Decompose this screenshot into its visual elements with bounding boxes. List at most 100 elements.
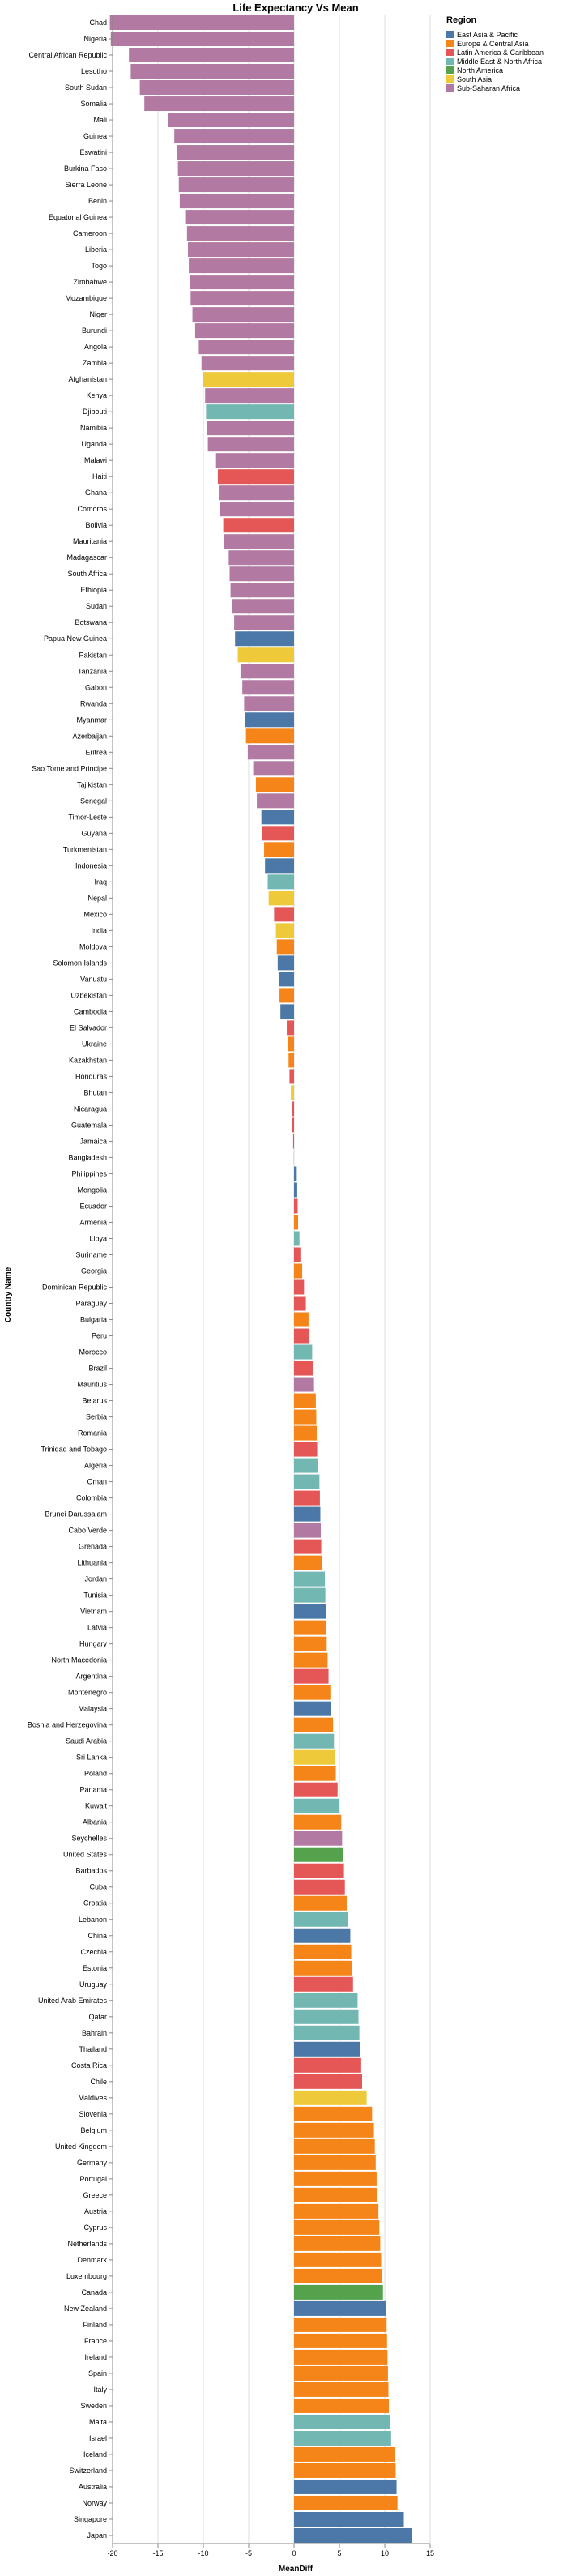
y-tick-label: Qatar [88, 2013, 107, 2021]
y-tick-label: Mauritania [73, 537, 107, 545]
y-tick-label: United Arab Emirates [38, 1997, 108, 2005]
bar-barbados [294, 1863, 344, 1878]
bar-finland [294, 2317, 387, 2332]
bar-colombia [294, 1490, 320, 1506]
y-tick-label: Tunisia [83, 1591, 107, 1600]
y-tick-label: United States [63, 1851, 108, 1859]
bar-tanzania [240, 664, 294, 679]
y-tick-label: Argentina [75, 1672, 107, 1681]
y-tick-label: Malaysia [78, 1705, 107, 1713]
y-tick-label: Mali [93, 116, 107, 124]
bar-united-states [294, 1847, 343, 1862]
y-tick-label: Mozambique [65, 294, 107, 302]
y-tick-label: Canada [81, 2288, 107, 2296]
bar-belgium [294, 2122, 374, 2138]
y-tick-label: Burkina Faso [64, 164, 107, 173]
y-tick-label: Cabo Verde [68, 1527, 107, 1535]
y-tick-label: Croatia [83, 1899, 107, 1907]
y-tick-label: Brunei Darussalam [45, 1510, 107, 1519]
y-tick-label: Georgia [81, 1267, 107, 1275]
y-tick-label: Niger [89, 310, 107, 318]
bar-philippines [294, 1166, 297, 1181]
bar-guatemala [292, 1117, 294, 1133]
y-tick-label: Sierra Leone [65, 181, 107, 189]
bar-suriname [294, 1247, 301, 1262]
y-tick-label: Chad [89, 19, 107, 27]
bar-sierra-leone [178, 177, 294, 193]
bar-grenada [294, 1539, 322, 1554]
y-tick-label: Jamaica [79, 1137, 107, 1145]
y-tick-label: Afghanistan [68, 375, 107, 383]
y-tick-label: Chile [90, 2078, 107, 2086]
bar-turkmenistan [264, 842, 294, 857]
bar-new-zealand [294, 2300, 386, 2316]
bar-jamaica [292, 1134, 294, 1149]
bar-mongolia [294, 1182, 297, 1198]
y-tick-label: Cuba [89, 1883, 107, 1891]
bar-costa-rica [294, 2057, 361, 2073]
legend-label-europe-central-asia: Europe & Central Asia [457, 40, 529, 48]
y-tick-label: Lebanon [79, 1916, 107, 1924]
y-tick-label: Australia [79, 2483, 107, 2491]
y-tick-label: Guinea [83, 132, 107, 140]
y-tick-label: Uzbekistan [70, 991, 107, 999]
bar-peru [294, 1328, 310, 1344]
y-tick-label: Cambodia [74, 1007, 107, 1015]
bar-burundi [194, 323, 294, 339]
bar-liberia [187, 242, 294, 258]
y-tick-label: Uganda [81, 440, 107, 448]
y-tick-label: Tajikistan [77, 780, 107, 788]
y-tick-label: Turkmenistan [63, 845, 107, 853]
bar-argentina [294, 1668, 329, 1684]
x-axis-title: MeanDiff [279, 2565, 313, 2574]
y-tick-label: Germany [77, 2159, 108, 2167]
bar-papua-new-guinea [235, 631, 294, 647]
bar-nicaragua [292, 1101, 294, 1117]
bar-iraq [267, 874, 294, 890]
y-tick-label: Denmark [77, 2256, 107, 2264]
bar-libya [294, 1231, 300, 1246]
y-tick-label: Myanmar [76, 716, 107, 724]
y-tick-label: Nepal [87, 894, 107, 902]
bar-bosnia-and-herzegovina [294, 1717, 334, 1732]
bar-lebanon [294, 1912, 348, 1927]
y-tick-label: Iraq [94, 878, 107, 886]
y-tick-label: Austria [84, 2207, 107, 2215]
bar-tunisia [294, 1587, 326, 1603]
y-tick-label: Cyprus [83, 2224, 107, 2232]
bar-canada [294, 2284, 383, 2300]
y-tick-label: Rwanda [80, 699, 107, 707]
y-tick-label: Slovenia [79, 2110, 107, 2118]
y-tick-label: Kenya [86, 391, 107, 399]
bar-poland [294, 1766, 336, 1781]
y-tick-label: Colombia [76, 1494, 107, 1502]
y-tick-label: Zimbabwe [73, 278, 107, 286]
y-tick-label: Armenia [79, 1218, 107, 1226]
y-tick-label: Singapore [74, 2515, 107, 2523]
legend-label-south-asia: South Asia [457, 75, 492, 83]
bar-nepal [268, 891, 294, 906]
y-tick-label: North Macedonia [51, 1656, 107, 1664]
bar-bahrain [294, 2025, 360, 2040]
y-tick-label: Vanuatu [80, 975, 107, 983]
bar-lesotho [130, 64, 294, 79]
chart-title: Life Expectancy Vs Mean [232, 2, 358, 14]
y-tick-label: Benin [88, 197, 107, 205]
bar-japan [294, 2527, 412, 2543]
legend-label-east-asia-pacific: East Asia & Pacific [457, 31, 518, 39]
y-tick-label: Guyana [81, 829, 107, 837]
bar-indonesia [265, 858, 294, 874]
bar-singapore [294, 2511, 404, 2527]
y-tick-label: Eswatini [79, 148, 107, 156]
y-tick-label: Paraguay [75, 1300, 107, 1308]
bar-burkina-faso [177, 161, 294, 177]
y-tick-label: Ecuador [79, 1202, 107, 1210]
bar-afghanistan [203, 372, 294, 387]
y-tick-label: Cameroon [73, 229, 107, 237]
legend-label-latin-america-caribbean: Latin America & Caribbean [457, 49, 544, 57]
y-tick-label: Azerbaijan [72, 732, 107, 740]
bar-kuwait [294, 1798, 339, 1813]
y-tick-label: Ethiopia [80, 586, 107, 594]
x-tick-label: 5 [337, 2549, 341, 2557]
